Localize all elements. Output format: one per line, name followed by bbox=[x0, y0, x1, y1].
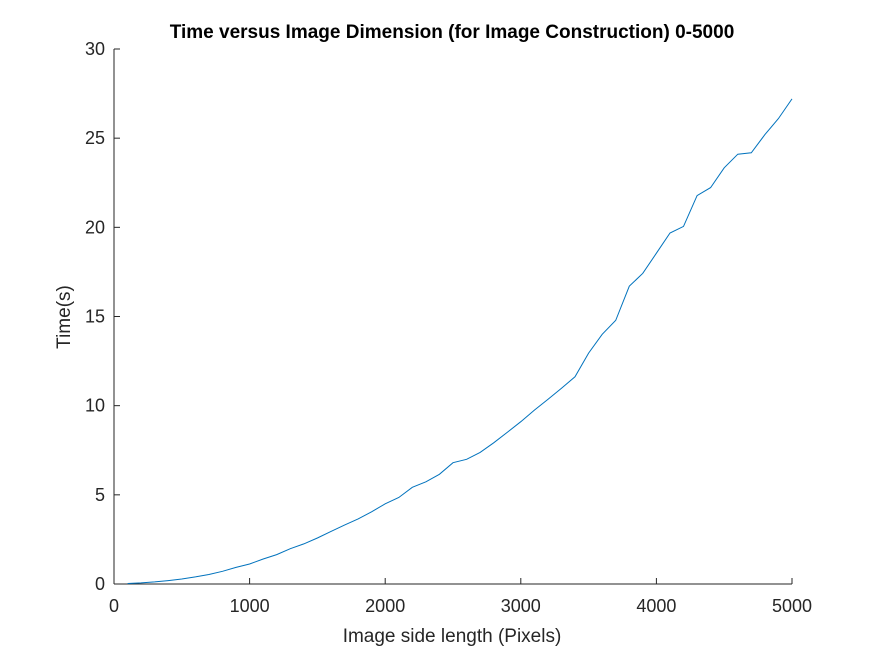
x-tick-label-1000: 1000 bbox=[230, 596, 270, 616]
plot-area: 0 1000 2000 3000 4000 5000 0 5 10 15 20 25 30 bbox=[85, 39, 812, 616]
x-tick-label-3000: 3000 bbox=[501, 596, 541, 616]
x-tick-label-0: 0 bbox=[109, 596, 119, 616]
chart-title: Time versus Image Dimension (for Image C… bbox=[170, 22, 735, 43]
x-axis-label: Image side length (Pixels) bbox=[343, 626, 562, 647]
y-tick-label-30: 30 bbox=[85, 39, 105, 59]
y-axis-label: Time(s) bbox=[54, 285, 75, 349]
x-tick-label-4000: 4000 bbox=[636, 596, 676, 616]
x-tick-label-2000: 2000 bbox=[365, 596, 405, 616]
series-line-0 bbox=[127, 98, 793, 584]
y-tick-label-20: 20 bbox=[85, 217, 105, 237]
y-tick-label-10: 10 bbox=[85, 396, 105, 416]
y-tick-label-25: 25 bbox=[85, 128, 105, 148]
x-tick-label-5000: 5000 bbox=[772, 596, 812, 616]
y-tick-label-15: 15 bbox=[85, 307, 105, 327]
y-tick-label-0: 0 bbox=[95, 574, 105, 594]
y-tick-label-5: 5 bbox=[95, 485, 105, 505]
